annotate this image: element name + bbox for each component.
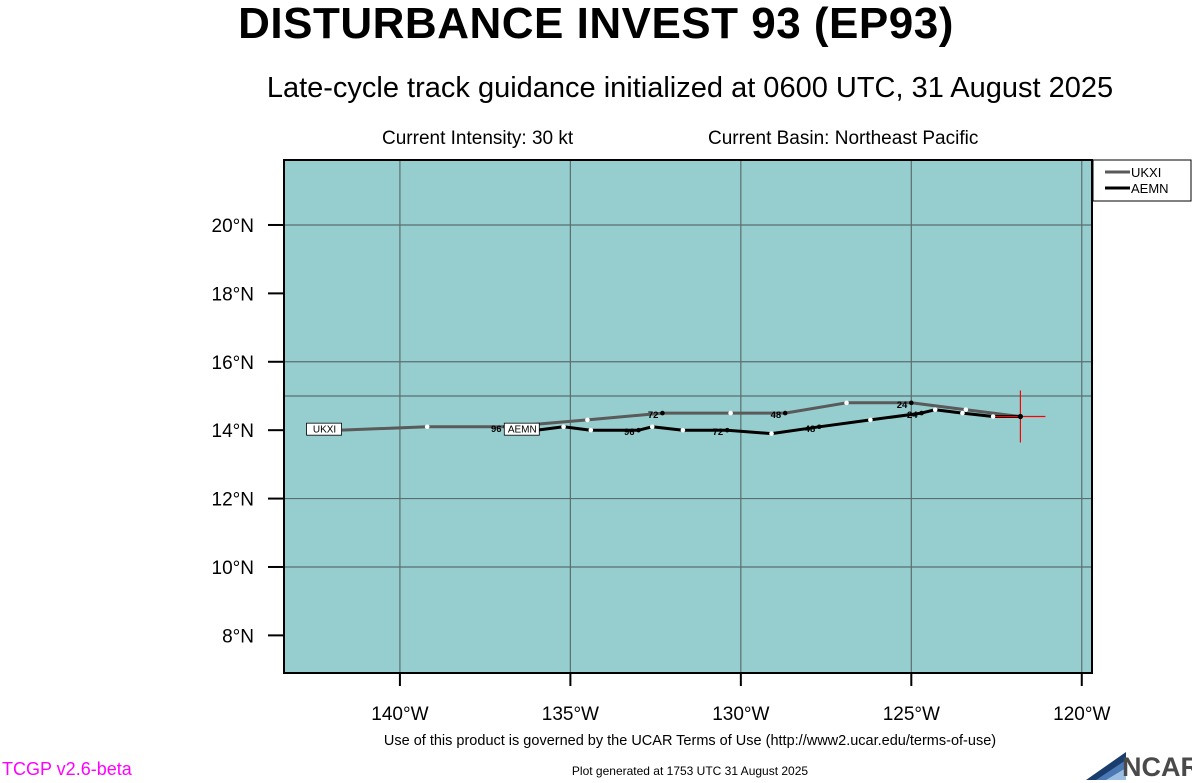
track-point — [868, 417, 873, 423]
page-title: DISTURBANCE INVEST 93 (EP93) — [238, 0, 954, 48]
legend-label-aemn: AEMN — [1131, 181, 1169, 196]
current-position-marker — [995, 390, 1046, 443]
track-point — [649, 424, 655, 430]
track-end-name: AEMN — [508, 425, 537, 436]
map-frame — [283, 159, 1093, 674]
generated-timestamp: Plot generated at 1753 UTC 31 August 202… — [571, 764, 809, 778]
forecast-hour-label: 96 — [491, 424, 502, 435]
forecast-hour-label: 72 — [648, 410, 659, 421]
lat-tick-label: 12°N — [212, 490, 254, 511]
track-point — [724, 427, 730, 433]
current-basin: Current Basin: Northeast Pacific — [708, 128, 979, 149]
track-point — [960, 410, 965, 416]
track-point — [909, 400, 914, 406]
forecast-hour-label: 96 — [624, 427, 635, 438]
track-point — [424, 424, 430, 430]
track-point — [680, 427, 686, 433]
map-ocean — [284, 160, 1092, 673]
axis-ticks: 140°W 135°W 130°W 125°W 120°W 20°N 18°N 16°N 14°… — [212, 216, 1111, 725]
lon-tick-label: 120°W — [1053, 704, 1110, 725]
lat-tick-label: 20°N — [212, 216, 254, 237]
lat-tick-label: 14°N — [212, 421, 254, 442]
track-point — [963, 407, 969, 412]
forecast-hour-label: 48 — [771, 410, 782, 421]
track-ukxi: 24487296120UKXI — [306, 400, 1021, 438]
lat-tick-label: 16°N — [212, 353, 254, 374]
track-end-box — [306, 422, 342, 436]
track-point — [561, 424, 566, 430]
legend-label-ukxi: UKXI — [1131, 165, 1161, 180]
ncar-logo-text: NCAR — [1122, 752, 1192, 782]
map-grid — [284, 160, 1092, 673]
track-point — [990, 414, 996, 419]
track-point — [816, 424, 822, 430]
lat-tick-label: 18°N — [212, 284, 254, 305]
forecast-hour-label: 48 — [805, 424, 816, 435]
track-point — [588, 427, 594, 433]
ncar-logo: NCAR — [1086, 748, 1192, 782]
current-intensity: Current Intensity: 30 kt — [382, 128, 574, 149]
terms-of-use: Use of this product is governed by the U… — [383, 733, 997, 749]
forecast-hour-label: 72 — [713, 427, 724, 438]
lon-tick-label: 130°W — [712, 704, 769, 725]
track-aemn: 24487296120AEMN — [503, 407, 1021, 438]
lat-tick-label: 10°N — [212, 558, 254, 579]
track-end-box — [503, 422, 540, 436]
legend-box — [1092, 159, 1192, 202]
forecast-hour-label: 24 — [907, 410, 918, 421]
lon-tick-label: 125°W — [883, 704, 940, 725]
track-point — [919, 410, 924, 416]
track-end-name: UKXI — [313, 425, 336, 436]
track-point — [769, 431, 774, 436]
version-label: TCGP v2.6-beta — [2, 759, 132, 779]
track-point — [585, 417, 590, 423]
track-point — [782, 410, 788, 416]
lat-tick-label: 8°N — [222, 626, 254, 647]
page-subtitle: Late-cycle track guidance initialized at… — [266, 72, 1114, 104]
track-point — [932, 407, 938, 412]
lon-tick-label: 135°W — [542, 704, 599, 725]
forecast-tracks: 24487296120UKXI24487296120AEMN — [306, 400, 1021, 438]
track-point — [728, 410, 733, 416]
forecast-hour-label: 24 — [897, 400, 908, 411]
track-point — [844, 400, 849, 406]
lon-tick-label: 140°W — [371, 704, 428, 725]
ncar-wedge-icon — [1086, 752, 1126, 780]
current-position-dot — [1017, 413, 1024, 420]
track-point — [660, 410, 665, 416]
track-point — [636, 427, 641, 433]
